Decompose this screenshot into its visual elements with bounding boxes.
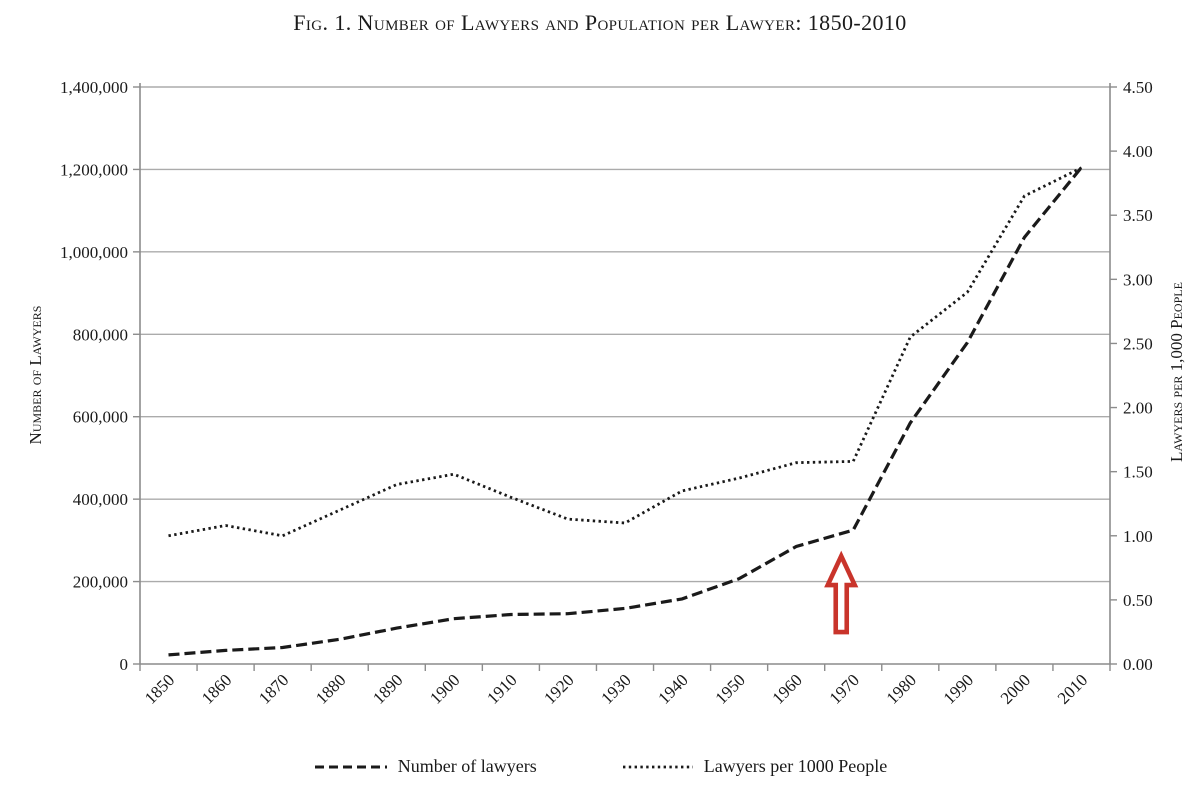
x-axis-tick-label: 1970: [826, 670, 863, 707]
y-axis-right-tick-label: 2.00: [1123, 399, 1153, 418]
legend-item-number-of-lawyers: Number of lawyers: [313, 756, 537, 777]
x-axis-tick-label: 1860: [198, 670, 235, 707]
x-axis-tick-label: 1850: [141, 670, 178, 707]
x-axis-tick-label: 2010: [1054, 670, 1091, 707]
y-axis-left-tick-label: 0: [120, 655, 129, 674]
legend-item-lawyers-per-1000: Lawyers per 1000 People: [621, 756, 887, 777]
series-line-number-of-lawyers: [168, 166, 1083, 657]
y-axis-left-tick-label: 400,000: [73, 490, 128, 509]
y-axis-left-tick-label: 1,400,000: [60, 78, 128, 97]
series-line-lawyers-per-1000-people: [168, 166, 1083, 538]
dashed-line-sample-icon: [314, 765, 387, 768]
y-axis-right-tick-label: 0.00: [1123, 655, 1153, 674]
y-axis-right-tick-label: 1.00: [1123, 527, 1153, 546]
x-axis-tick-label: 1920: [540, 670, 577, 707]
x-axis-tick-label: 1980: [883, 670, 920, 707]
legend-label-lawyers-per-1000: Lawyers per 1000 People: [703, 756, 888, 776]
legend: Number of lawyers Lawyers per 1000 Peopl…: [0, 756, 1200, 777]
x-axis-tick-label: 1880: [312, 670, 349, 707]
y-axis-right-tick-label: 4.50: [1123, 78, 1153, 97]
dotted-line-sample-icon: [622, 765, 693, 768]
chart-title: Fig. 1. Number of Lawyers and Population…: [293, 10, 907, 35]
y-axis-left-tick-label: 1,000,000: [60, 243, 128, 262]
x-axis-tick-label: 1890: [369, 670, 406, 707]
y-axis-right-tick-label: 0.50: [1123, 591, 1153, 610]
x-axis-tick-label: 1950: [711, 670, 748, 707]
y-axis-left-tick-label: 800,000: [73, 325, 128, 344]
x-axis-tick-label: 1990: [940, 670, 977, 707]
x-axis-tick-label: 1910: [483, 670, 520, 707]
y-axis-right-tick-label: 2.50: [1123, 334, 1153, 353]
y-axis-right-tick-label: 3.50: [1123, 206, 1153, 225]
y-axis-right-tick-label: 1.50: [1123, 463, 1153, 482]
y-axis-right-tick-label: 4.00: [1123, 142, 1153, 161]
y-axis-left-tick-label: 200,000: [73, 573, 128, 592]
annotation-up-arrow-icon: [824, 550, 859, 635]
x-axis-tick-label: 1960: [769, 670, 806, 707]
x-axis-tick-label: 1940: [654, 670, 691, 707]
y-axis-left-tick-label: 600,000: [73, 408, 128, 427]
y-axis-left-tick-label: 1,200,000: [60, 160, 128, 179]
legend-label-number-of-lawyers: Number of lawyers: [397, 756, 537, 776]
y-axis-right-tick-label: 3.00: [1123, 270, 1153, 289]
x-axis-tick-label: 1930: [597, 670, 634, 707]
x-axis-tick-label: 2000: [997, 670, 1034, 707]
x-axis-tick-label: 1900: [426, 670, 463, 707]
chart-plot-area: 0 200,000 400,000 600,000 800,000 1,000,000 1,…: [60, 78, 1153, 708]
x-axis-tick-label: 1870: [255, 670, 292, 707]
